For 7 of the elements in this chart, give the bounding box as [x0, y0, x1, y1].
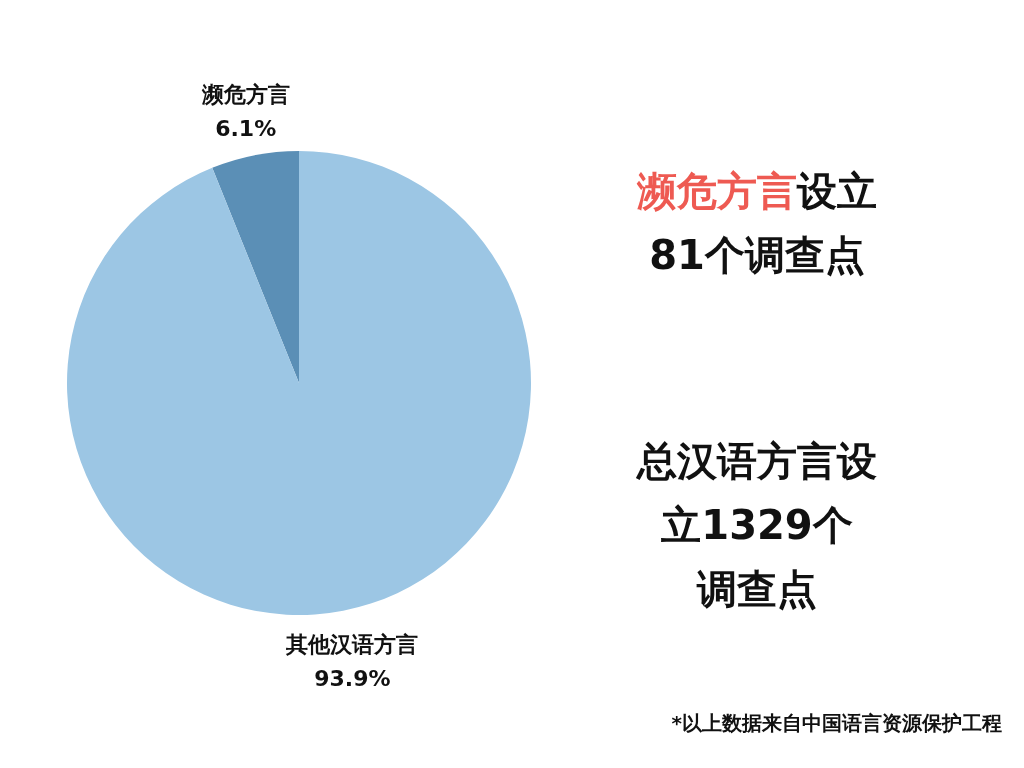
text: 总汉语方言设立1329个调查点 — [637, 438, 877, 612]
text: *以上数据来自中国语言资源保护工程 — [671, 711, 1002, 735]
data-label: 6.1% — [215, 116, 277, 142]
slice-label: 其他汉语方言 — [285, 631, 419, 657]
data-label: 93.9% — [314, 665, 391, 691]
slice-label: 濒危方言 — [200, 82, 290, 108]
text: 濒危方言设立81个调查点 — [637, 168, 877, 278]
